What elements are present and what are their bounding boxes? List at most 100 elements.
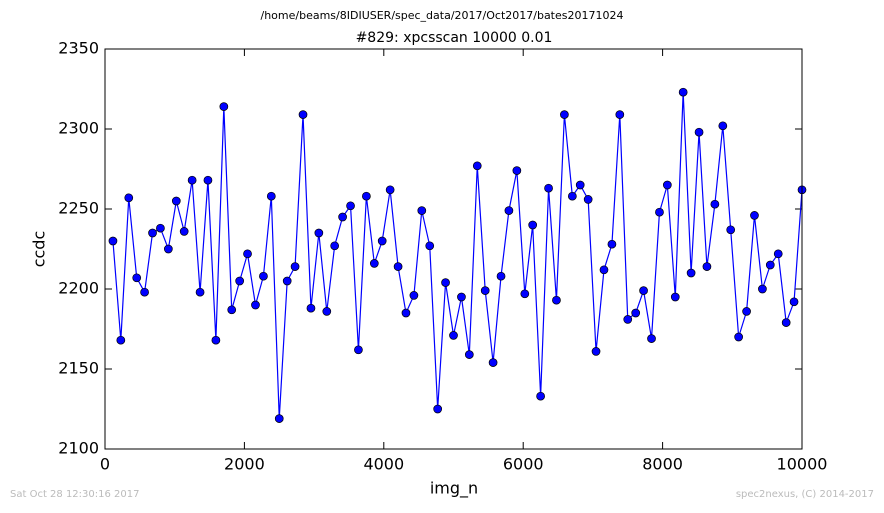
data-point [140, 287, 149, 297]
data-point [583, 195, 593, 204]
data-point [354, 345, 363, 355]
data-point [417, 206, 427, 215]
data-point [377, 236, 387, 246]
data-point [179, 227, 189, 236]
data-point [758, 284, 767, 294]
data-point [567, 191, 577, 201]
data-point [639, 286, 648, 295]
data-point [670, 292, 680, 302]
data-line [112, 92, 803, 419]
data-point [678, 87, 688, 97]
data-point [742, 307, 751, 316]
y-tick-label: 2100 [58, 439, 99, 458]
y-tick-label: 2350 [58, 39, 99, 58]
y-tick-label: 2300 [58, 119, 99, 138]
data-point [464, 350, 474, 359]
data-point [298, 110, 308, 119]
data-point [710, 199, 720, 209]
data-point [734, 332, 743, 342]
data-point [243, 249, 252, 259]
data-point [203, 175, 213, 185]
data-point [488, 358, 498, 367]
footer-credit: spec2nexus, (C) 2014-2017 [736, 489, 874, 500]
data-point [124, 193, 134, 203]
data-point [164, 244, 173, 254]
data-point [591, 347, 601, 356]
y-axis-label: ccdc [30, 231, 49, 268]
data-point [702, 262, 712, 271]
data-point [552, 295, 561, 305]
data-point [148, 228, 157, 238]
data-point [512, 166, 522, 175]
data-point [409, 291, 419, 300]
data-point [718, 121, 728, 131]
footer-date: Sat Oct 28 12:30:16 2017 [10, 489, 140, 500]
data-point [251, 300, 260, 310]
data-point [750, 211, 759, 220]
x-tick-label: 2000 [224, 455, 265, 474]
data-point [520, 289, 530, 299]
data-point [274, 414, 284, 423]
data-point [631, 308, 641, 318]
data-point [282, 276, 292, 286]
x-tick-label: 0 [100, 455, 110, 474]
data-point [187, 175, 197, 185]
data-point [322, 307, 332, 316]
data-point [433, 404, 443, 414]
data-point [560, 110, 569, 119]
data-point [480, 286, 490, 295]
data-point [401, 308, 411, 318]
data-point [544, 183, 553, 193]
data-point [496, 271, 506, 281]
data-point [536, 391, 545, 401]
data-point [686, 268, 696, 278]
data-point [156, 223, 165, 233]
data-point [781, 318, 791, 327]
data-point [575, 180, 585, 190]
x-tick-label: 10000 [777, 455, 828, 474]
data-point [338, 212, 347, 222]
data-point [694, 127, 704, 137]
data-point [441, 278, 450, 287]
data-point [504, 206, 514, 215]
data-point [259, 271, 268, 281]
data-point [789, 297, 799, 307]
data-point [266, 191, 276, 201]
data-point [773, 249, 783, 259]
y-tick-label: 2250 [58, 199, 99, 218]
y-tick-label: 2200 [58, 279, 99, 298]
data-point [765, 260, 775, 270]
data-point [116, 335, 126, 345]
data-point [623, 315, 633, 324]
plot-frame [104, 48, 803, 450]
data-point [457, 292, 466, 302]
data-point [306, 303, 316, 313]
data-point [655, 207, 664, 217]
data-point [171, 196, 181, 206]
data-point [425, 241, 435, 251]
x-axis-label: img_n [430, 479, 478, 499]
x-tick-label: 8000 [642, 455, 683, 474]
data-point [647, 334, 656, 343]
y-tick-label: 2150 [58, 359, 99, 378]
data-point [472, 161, 482, 171]
data-point [330, 241, 340, 251]
data-point [211, 335, 221, 345]
x-tick-label: 6000 [503, 455, 544, 474]
data-point [235, 276, 245, 286]
suptitle: /home/beams/8IDIUSER/spec_data/2017/Oct2… [261, 9, 624, 22]
data-point [662, 180, 672, 190]
data-point [615, 110, 625, 119]
data-point [369, 259, 379, 268]
data-point [599, 265, 609, 275]
data-point [314, 228, 324, 238]
data-point [362, 191, 371, 201]
data-point [385, 185, 395, 195]
data-point [290, 262, 300, 271]
data-point [449, 331, 458, 340]
data-point [346, 201, 355, 211]
data-point [528, 220, 538, 230]
